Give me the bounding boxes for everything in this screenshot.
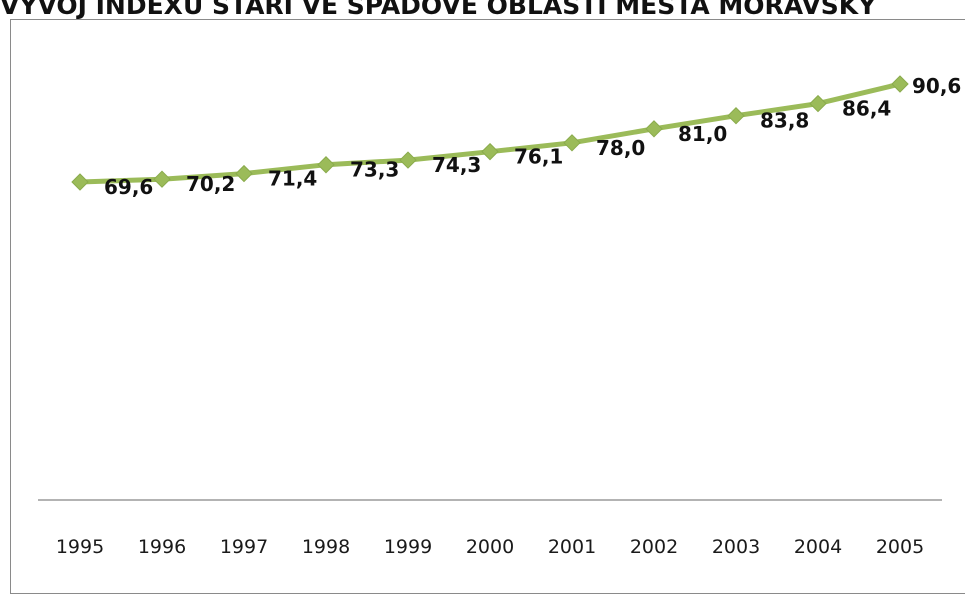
data-label: 78,0	[596, 136, 645, 160]
data-label: 74,3	[432, 153, 481, 177]
series-layer	[71, 75, 909, 191]
x-tick-label: 2000	[466, 536, 514, 558]
x-tick-label: 2005	[876, 536, 924, 558]
data-label: 71,4	[268, 167, 317, 191]
data-point-marker	[235, 164, 253, 183]
label-layer: 69,6 70,2 71,4 73,3 74,3 76,1 78,0 81,0 83,8 86,4…	[104, 74, 961, 199]
x-tick-label: 2004	[794, 536, 842, 558]
x-tick-label: 1998	[302, 536, 350, 558]
data-label: 83,8	[760, 109, 809, 133]
data-point-marker	[727, 107, 745, 125]
axis-layer: 1995 1996 1997 1998 1999 2000 2001 2002 2003 2004…	[38, 499, 942, 558]
data-point-marker	[317, 156, 335, 174]
x-tick-label: 1996	[138, 536, 186, 558]
series-line	[77, 81, 903, 185]
data-label: 73,3	[350, 158, 399, 182]
data-label: 76,1	[514, 145, 563, 169]
data-label: 81,0	[678, 122, 727, 146]
data-label: 90,6	[912, 74, 961, 98]
data-point-marker	[891, 75, 909, 93]
x-tick-label: 2003	[712, 536, 760, 558]
data-point-marker	[71, 173, 89, 191]
data-point-marker	[645, 120, 663, 138]
x-tick-label: 1995	[56, 536, 104, 558]
x-tick-label: 1999	[384, 536, 432, 558]
x-tick-label: 2002	[630, 536, 678, 558]
data-point-marker	[481, 142, 499, 161]
data-label: 69,6	[104, 175, 153, 199]
data-label: 86,4	[842, 97, 891, 121]
data-point-marker	[399, 151, 417, 169]
chart-title: VÝVOJ INDEXU STÁŘÍ VE SPÁDOVÉ OBLASTI MĚ…	[0, 0, 877, 20]
data-point-marker	[563, 134, 581, 152]
x-tick-label: 2001	[548, 536, 596, 558]
data-point-marker	[809, 94, 827, 113]
data-point-marker	[153, 170, 171, 188]
data-label: 70,2	[186, 172, 235, 196]
x-tick-label: 1997	[220, 536, 268, 558]
